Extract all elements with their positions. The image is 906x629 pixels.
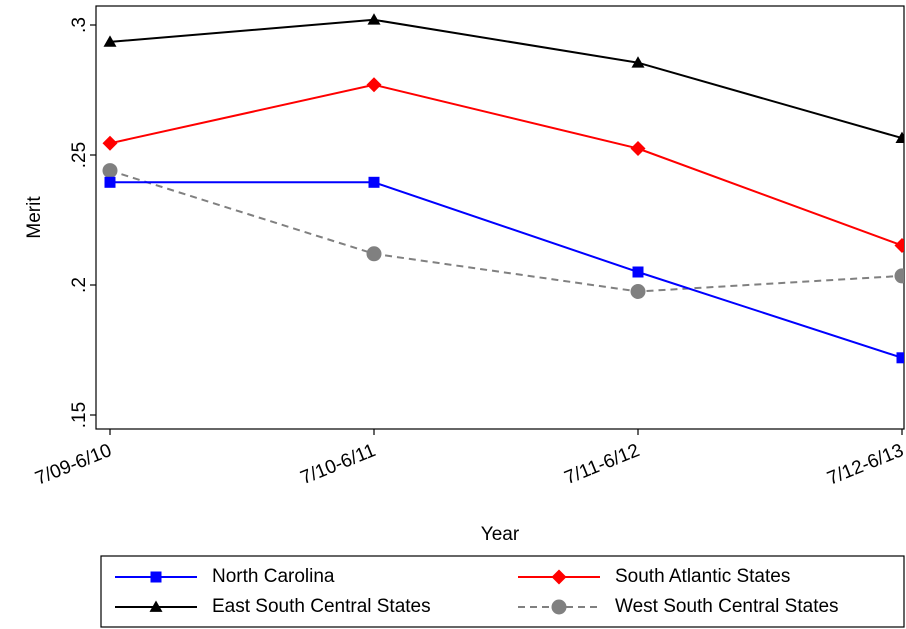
series-west-south-central-states bbox=[102, 163, 904, 299]
legend-entry: South Atlantic States bbox=[518, 566, 790, 587]
x-tick-label: 7/10-6/11 bbox=[298, 440, 379, 489]
data-point bbox=[368, 176, 380, 188]
data-point bbox=[895, 131, 904, 143]
legend: North Carolina South Atlantic States East … bbox=[100, 555, 905, 628]
data-point bbox=[102, 163, 118, 179]
x-tick-label: 7/12-6/13 bbox=[824, 440, 906, 490]
data-point bbox=[104, 176, 116, 188]
data-point bbox=[896, 352, 904, 364]
series-line bbox=[109, 169, 903, 293]
legend-entry: East South Central States bbox=[115, 596, 431, 617]
legend-swatch-marker bbox=[551, 569, 567, 585]
legend-label: North Carolina bbox=[212, 566, 335, 587]
x-tick-label: 7/09-6/10 bbox=[32, 440, 114, 490]
data-point bbox=[103, 35, 117, 47]
series-line bbox=[109, 18, 903, 140]
y-axis-title: Merit bbox=[24, 196, 45, 239]
y-tick-label: .15 bbox=[69, 402, 90, 428]
series-east-south-central-states bbox=[103, 13, 904, 143]
x-axis: 7/09-6/10 7/10-6/11 7/11-6/12 7/12-6/13 bbox=[32, 429, 906, 490]
y-tick-label: .25 bbox=[69, 142, 90, 168]
legend-swatch-marker bbox=[150, 571, 162, 583]
series-line bbox=[110, 181, 903, 359]
legend-swatch-marker bbox=[551, 599, 567, 615]
series-south-atlantic-states bbox=[102, 77, 904, 253]
data-point bbox=[630, 141, 646, 156]
data-point bbox=[894, 237, 904, 253]
data-point bbox=[102, 135, 118, 151]
legend-label: South Atlantic States bbox=[615, 566, 790, 587]
data-point bbox=[632, 266, 644, 278]
series-layer bbox=[102, 13, 904, 364]
plot-frame bbox=[95, 5, 905, 430]
legend-entry: North Carolina bbox=[115, 566, 335, 587]
y-axis: .15 .2 .25 .3 bbox=[69, 17, 96, 428]
data-point bbox=[630, 284, 646, 299]
legend-entry: West South Central States bbox=[518, 596, 839, 617]
data-point bbox=[366, 77, 382, 93]
legend-label: West South Central States bbox=[615, 596, 839, 617]
legend-label: East South Central States bbox=[212, 596, 431, 617]
legend-box bbox=[100, 555, 905, 628]
y-tick-label: .2 bbox=[69, 277, 90, 293]
series-north-carolina bbox=[104, 176, 904, 364]
x-tick-label: 7/11-6/12 bbox=[562, 440, 643, 489]
series-line bbox=[109, 83, 903, 247]
data-point bbox=[366, 246, 382, 262]
y-tick-label: .3 bbox=[69, 17, 90, 33]
x-axis-title: Year bbox=[481, 524, 520, 545]
data-point bbox=[894, 268, 904, 284]
data-point bbox=[367, 13, 381, 25]
data-point bbox=[631, 56, 645, 68]
legend-swatch-marker bbox=[149, 600, 163, 612]
plot-border bbox=[95, 5, 905, 430]
